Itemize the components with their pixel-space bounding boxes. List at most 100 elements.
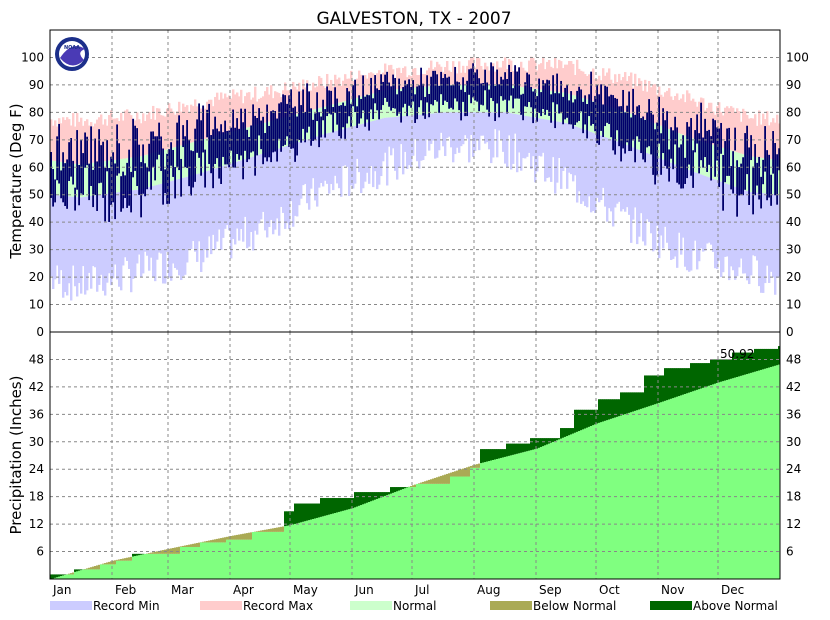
above-normal-bar [676, 368, 679, 397]
actual-temp-bar [600, 84, 602, 131]
record-max-bar [110, 110, 113, 161]
above-normal-bar [546, 438, 549, 445]
below-normal-bar [72, 572, 75, 575]
record-max-bar [684, 102, 687, 136]
record-min-bar [676, 165, 679, 268]
above-normal-bar [744, 352, 747, 375]
normal-precip-bar [240, 539, 243, 579]
record-min-bar [618, 142, 621, 202]
normal-precip-bar [542, 446, 545, 579]
record-max-bar [120, 112, 123, 160]
normal-precip-bar [430, 483, 433, 579]
normal-bar [528, 87, 531, 117]
chart-title: GALVESTON, TX - 2007 [316, 9, 511, 29]
record-max-bar [740, 121, 743, 154]
actual-temp-bar [566, 84, 568, 118]
normal-precip-bar [568, 435, 571, 579]
actual-temp-bar [462, 77, 464, 102]
record-min-bar [58, 195, 61, 284]
normal-precip-bar [414, 487, 417, 579]
legend-label: Above Normal [693, 599, 778, 613]
temperature-axis-label: Temperature (Deg F) [7, 103, 25, 259]
record-max-bar [542, 56, 545, 90]
actual-temp-bar [372, 98, 374, 120]
record-max-bar [260, 97, 263, 124]
actual-temp-bar [276, 118, 278, 162]
above-normal-bar [358, 492, 361, 506]
record-min-bar [240, 160, 243, 230]
below-normal-bar [126, 557, 129, 561]
record-max-bar [660, 94, 663, 126]
record-min-bar [708, 177, 711, 243]
actual-temp-bar [298, 91, 300, 140]
actual-temp-bar [644, 119, 646, 163]
normal-bar [334, 103, 337, 132]
normal-precip-bar [682, 394, 685, 579]
normal-precip-bar [442, 483, 445, 579]
above-normal-bar [738, 352, 741, 377]
below-normal-bar [238, 534, 241, 540]
record-max-bar [358, 70, 361, 98]
legend-label: Normal [393, 599, 436, 613]
above-normal-bar [530, 438, 533, 451]
actual-temp-bar [722, 154, 724, 211]
record-max-bar [588, 74, 591, 101]
above-normal-bar [354, 492, 357, 508]
normal-precip-bar [380, 497, 383, 579]
record-min-bar [588, 131, 591, 197]
above-normal-bar [764, 348, 767, 369]
below-normal-bar [462, 468, 465, 477]
record-min-bar [328, 132, 331, 194]
actual-temp-bar [484, 69, 486, 91]
above-normal-bar [318, 503, 321, 518]
precipitation-areas [50, 346, 781, 579]
temp-tick-label: 100 [21, 50, 44, 64]
actual-temp-bar [370, 77, 372, 110]
above-normal-bar [626, 392, 629, 414]
normal-bar [440, 85, 443, 113]
record-max-bar [388, 65, 391, 91]
record-min-bar [178, 179, 181, 276]
normal-precip-bar [774, 365, 777, 579]
actual-temp-bar [460, 89, 462, 121]
actual-temp-bar [320, 116, 322, 138]
record-min-bar [688, 170, 691, 272]
normal-precip-bar [66, 574, 69, 579]
record-min-bar [194, 174, 197, 252]
below-normal-bar [112, 560, 115, 565]
below-normal-bar [450, 472, 453, 477]
record-min-bar [538, 118, 541, 156]
above-normal-bar [286, 511, 289, 526]
normal-precip-bar [472, 467, 475, 579]
record-min-bar [170, 181, 173, 281]
below-normal-bar [108, 561, 111, 565]
record-max-bar [182, 103, 185, 145]
record-max-bar [502, 60, 505, 85]
record-min-bar [614, 140, 617, 208]
record-max-bar [644, 79, 647, 120]
actual-temp-bar [278, 103, 280, 139]
above-normal-bar [508, 443, 511, 456]
record-min-bar [60, 195, 63, 271]
normal-bar [152, 153, 155, 187]
record-max-bar [674, 95, 677, 132]
record-max-bar [494, 71, 497, 85]
above-normal-bar [724, 359, 727, 381]
record-max-bar [322, 85, 325, 108]
record-min-bar [68, 196, 71, 284]
record-max-bar [312, 82, 315, 110]
normal-precip-bar [426, 483, 429, 579]
actual-temp-bar [368, 95, 370, 131]
below-normal-bar [94, 566, 97, 570]
temperature-bars [50, 56, 781, 301]
record-max-bar [498, 67, 501, 85]
above-normal-bar [370, 492, 373, 502]
record-max-bar [610, 79, 613, 108]
normal-precip-bar [228, 539, 231, 579]
precip-tick-label-right: 48 [786, 352, 801, 366]
actual-temp-bar [292, 107, 294, 149]
above-normal-bar [54, 574, 57, 578]
below-normal-bar [160, 550, 163, 554]
normal-precip-bar [456, 476, 459, 579]
record-max-bar [172, 111, 175, 148]
